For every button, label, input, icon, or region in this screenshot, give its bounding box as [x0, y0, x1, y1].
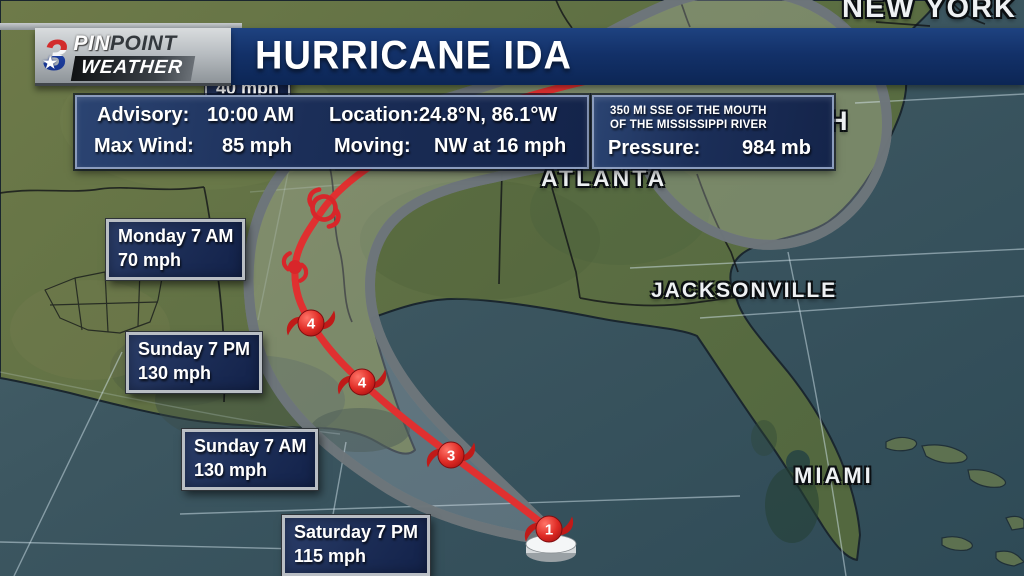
track-label-time: Saturday 7 PM — [294, 522, 419, 542]
track-label-wind: 130 mph — [194, 459, 268, 480]
logo-weather-text: WEATHER — [80, 56, 185, 78]
logo-point-text: POINT — [110, 31, 177, 55]
moving-value: NW at 16 mph — [434, 135, 567, 157]
track-point-cat1: 1 — [524, 515, 574, 543]
cat3-number: 3 — [447, 448, 455, 465]
logo-pin-text: PIN — [73, 31, 110, 55]
track-label-time: Sunday 7 PM — [138, 339, 251, 359]
city-label-jacksonville: JACKSONVILLE — [651, 279, 838, 302]
hurricane-icon — [307, 187, 341, 229]
advisory-time: 10:00 AM — [207, 104, 295, 126]
distance-line-2: OF THE MISSISSIPPI RIVER — [610, 119, 767, 131]
cat4b-number: 4 — [307, 316, 316, 333]
track-label-wind: 70 mph — [118, 249, 182, 270]
track-label-saturday-7pm: Saturday 7 PM 115 mph — [280, 514, 432, 576]
track-label-time: Monday 7 AM — [118, 226, 234, 246]
islands — [885, 436, 1024, 567]
track-label-sunday-7am: Sunday 7 AM 130 mph — [180, 428, 320, 491]
station-logo-panel: 3 ★ PINPOINT WEATHER — [35, 28, 231, 86]
distance-line-1: 350 MI SSE OF THE MOUTH — [610, 105, 767, 117]
cat4-number: 4 — [358, 375, 367, 392]
track-line — [295, 48, 760, 533]
city-label-miami: MIAMI — [794, 463, 874, 488]
star-icon: ★ — [43, 54, 58, 72]
banner-top-strip — [0, 23, 242, 30]
track-label-sunday-7pm: Sunday 7 PM 130 mph — [124, 331, 264, 394]
track-point-cat4-a: 4 — [337, 368, 387, 396]
max-wind-value: 85 mph — [222, 135, 293, 157]
advisory-panel: Advisory: 10:00 AM Location: 24.8°N, 86.… — [75, 95, 589, 169]
title-banner: HURRICANE IDA — [229, 28, 1024, 85]
logo-wordmark: PINPOINT WEATHER — [71, 31, 196, 81]
pressure-value: 984 mb — [742, 137, 811, 159]
track-point-cat3: 3 — [426, 441, 476, 469]
location-label: Location: — [329, 104, 419, 126]
track-label-wind: 130 mph — [138, 362, 212, 383]
city-label-atlanta: ATLANTA — [541, 165, 668, 191]
storm-title: HURRICANE IDA — [255, 33, 572, 79]
track-label-time: Sunday 7 AM — [194, 436, 307, 456]
current-position-base — [525, 534, 577, 562]
channel-3-logo: 3 ★ — [43, 30, 68, 80]
position-pressure-panel: 350 MI SSE OF THE MOUTH OF THE MISSISSIP… — [592, 95, 834, 169]
advisory-label: Advisory: — [97, 104, 190, 126]
location-coordinates: 24.8°N, 86.1°W — [419, 104, 558, 126]
track-label-wind: 115 mph — [294, 545, 367, 566]
city-label-new-york: NEW YORK — [842, 0, 1017, 24]
track-point-cat4-b: 4 — [286, 309, 336, 337]
pressure-label: Pressure: — [608, 137, 701, 159]
moving-label: Moving: — [334, 135, 411, 157]
max-wind-label: Max Wind: — [94, 135, 194, 157]
tropical-storm-icon — [281, 251, 309, 283]
cat1-number: 1 — [545, 522, 553, 539]
track-label-monday-7am: Monday 7 AM 70 mph — [104, 218, 247, 281]
